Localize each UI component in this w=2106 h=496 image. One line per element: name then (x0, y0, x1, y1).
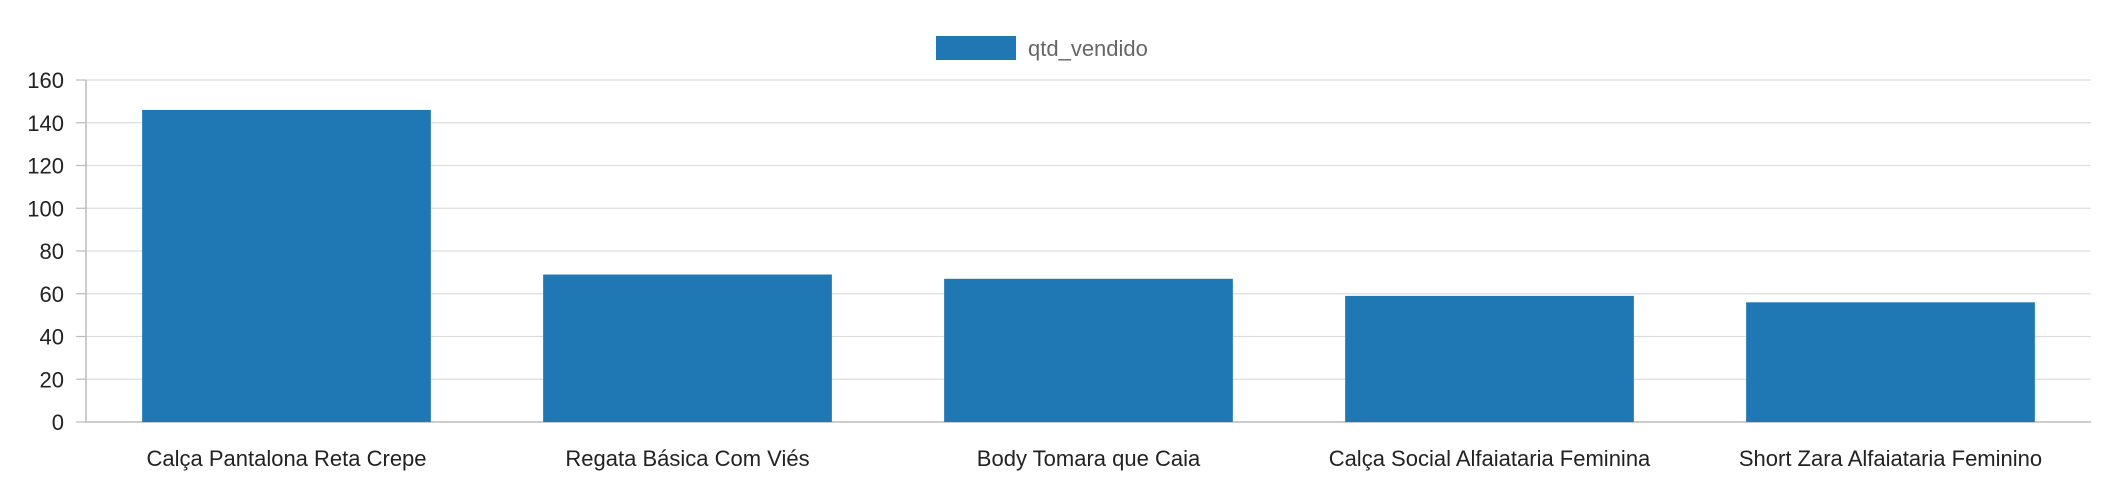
y-tick-label: 80 (40, 239, 64, 264)
x-tick-label: Body Tomara que Caia (977, 446, 1201, 471)
y-tick-label: 140 (27, 111, 64, 136)
x-tick-label: Calça Pantalona Reta Crepe (146, 446, 426, 471)
legend-label: qtd_vendido (1028, 36, 1148, 61)
y-tick-label: 20 (40, 367, 64, 392)
y-tick-label: 100 (27, 196, 64, 221)
y-tick-label: 160 (27, 68, 64, 93)
bar (1345, 295, 1634, 422)
y-tick-label: 60 (40, 282, 64, 307)
x-tick-label: Short Zara Alfaiataria Feminino (1739, 446, 2042, 471)
bar (944, 278, 1233, 422)
bars (142, 109, 2035, 423)
y-tick-label: 40 (40, 325, 64, 350)
legend: qtd_vendido (936, 36, 1148, 61)
x-tick-label: Regata Básica Com Viés (565, 446, 809, 471)
legend-swatch (936, 36, 1016, 60)
x-axis: Calça Pantalona Reta Crepe Regata Básica … (146, 446, 2042, 471)
y-axis: 0 20 40 60 80 100 120 140 160 (27, 68, 87, 435)
y-tick-label: 120 (27, 154, 64, 179)
bar (1746, 302, 2035, 422)
bar (142, 109, 431, 423)
y-tick-label: 0 (52, 410, 64, 435)
bar (543, 274, 832, 422)
x-tick-label: Calça Social Alfaiataria Feminina (1329, 446, 1651, 471)
